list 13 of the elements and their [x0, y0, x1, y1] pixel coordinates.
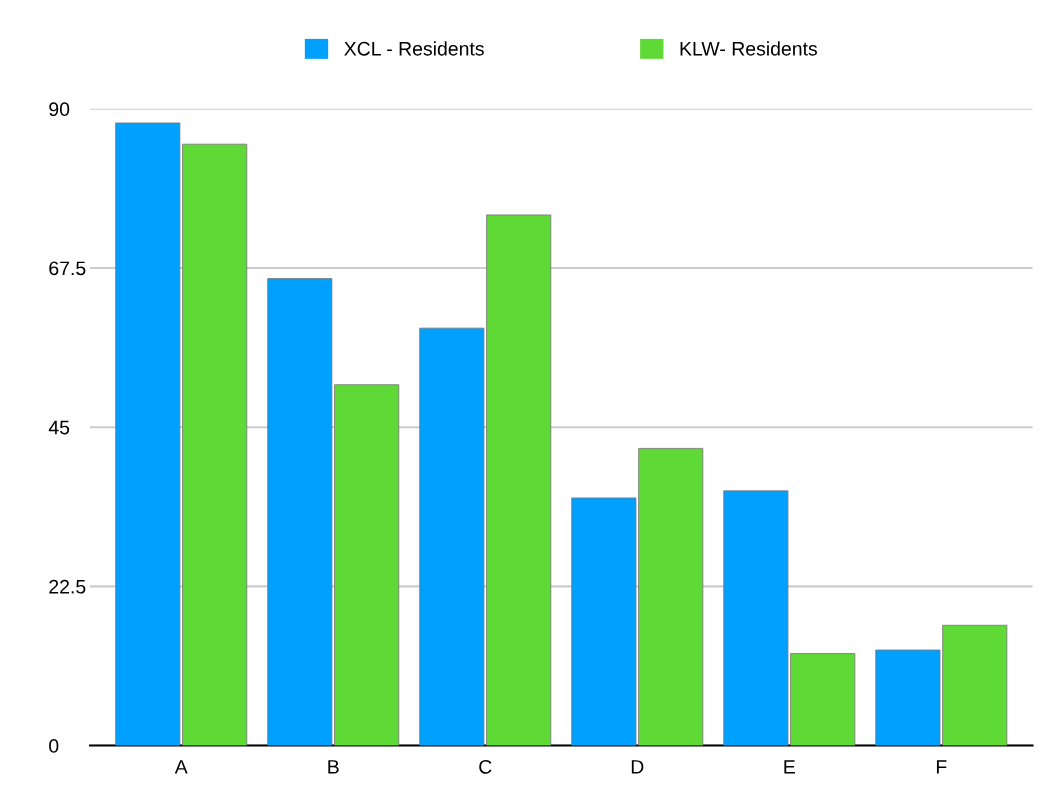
x-tick-label: F [936, 760, 947, 774]
legend-label: KLW- Residents [680, 41, 818, 56]
x-tick-label: D [631, 760, 644, 774]
y-tick-label: 90 [49, 102, 70, 117]
y-tick-label: 22.5 [49, 579, 86, 594]
x-tick-label: A [174, 760, 188, 774]
x-tick-label: C [479, 759, 492, 774]
x-tick-label: E [784, 760, 795, 774]
y-tick-label: 67.5 [49, 261, 86, 276]
legend-label: XCL - Residents [344, 41, 484, 56]
y-tick-label: 45 [48, 420, 70, 435]
x-tick-label: B [328, 760, 339, 774]
y-tick-label: 0 [49, 739, 59, 753]
